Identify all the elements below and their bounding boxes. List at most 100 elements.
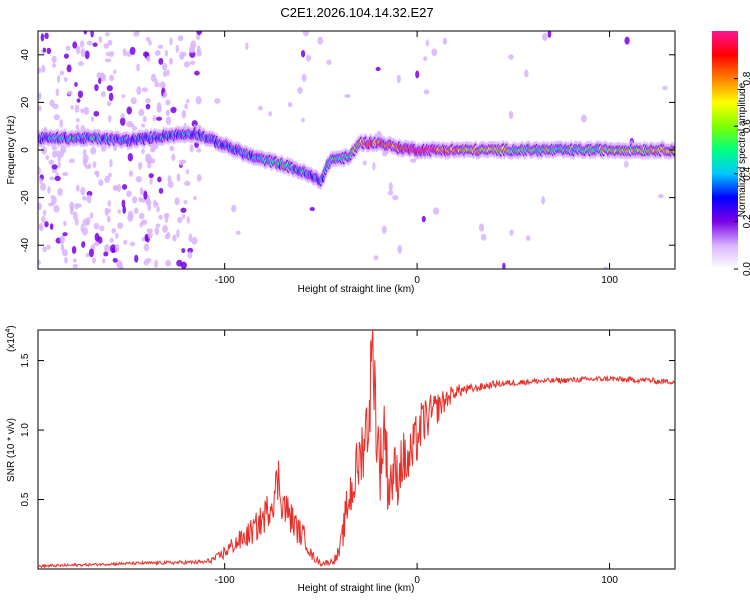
spectrogram-noise-cell <box>80 48 86 58</box>
spectrogram-noise-cell <box>74 202 79 210</box>
spectrogram-noise-cell <box>93 241 100 247</box>
spectrogram-noise-cell <box>72 258 77 263</box>
colorbar-label: Normalized spectral amplitude <box>737 82 748 217</box>
spectrogram-noise-cell <box>154 202 159 207</box>
spectrogram-noise-cell <box>423 56 428 62</box>
colorbar-ticks: 0.0 0.2 0.4 0.6 0.8 <box>734 71 750 276</box>
spectrogram-noise-cell <box>67 90 73 96</box>
spectrogram-noise-cell <box>373 255 379 261</box>
spectrogram-noise-cell <box>305 54 312 62</box>
spectrogram-noise-cell <box>156 205 160 213</box>
spectrogram-noise-cell <box>171 153 176 162</box>
spectrogram-noise-cell <box>180 207 187 213</box>
spectrogram-noise-cell <box>146 231 153 239</box>
spectrogram-noise-cell <box>143 243 150 252</box>
spectrogram-noise-cell <box>165 116 172 126</box>
spectrogram-noise-cell <box>86 40 93 46</box>
spectrogram-noise-cell <box>142 115 147 123</box>
spectrogram-noise-cell <box>156 116 163 121</box>
spectrogram-noise-cell <box>623 160 629 168</box>
colorbar-tick-label: 0.4 <box>742 166 750 180</box>
spectrogram-noise-cell <box>141 123 146 128</box>
spectrogram-noise-cell <box>165 109 170 116</box>
spectrogram-noise-cell <box>480 233 487 241</box>
spectrogram-noise-cell <box>64 256 68 264</box>
spectrogram-noise-cell <box>61 248 68 257</box>
spectrogram-noise-cell <box>106 85 113 92</box>
spectrogram-noise-cell <box>72 263 78 269</box>
spectrogram-noise-cell <box>40 33 45 42</box>
spectrogram-noise-cell <box>245 42 249 50</box>
spectrogram-noise-cell <box>141 87 148 93</box>
spectrogram-noise-cell <box>169 145 175 152</box>
spectrogram-noise-cell <box>181 248 186 254</box>
snr-panel: -100 0 100 0.5 1.0 1.5 Height of straight li… <box>5 325 676 594</box>
spectrogram-panel: -100 0 100 -40 -20 0 20 40 Height of straight … <box>6 30 676 295</box>
spectrogram-noise-cell <box>136 63 140 72</box>
spectrogram-noise-cell <box>92 42 98 47</box>
spectrogram-noise-cell <box>423 89 430 95</box>
spectrogram-noise-cell <box>48 159 54 165</box>
spectrogram-noise-cell <box>74 104 80 113</box>
spectrogram-noise-cell <box>55 88 60 97</box>
spectrogram-noise-cell <box>155 223 161 228</box>
spectrogram-noise-cell <box>165 99 171 106</box>
spectrogram-noise-cell <box>52 103 59 110</box>
spectrogram-noise-cell <box>141 148 145 155</box>
spectrogram-noise-cell <box>92 257 97 264</box>
spectrogram-noise-cell <box>41 215 46 224</box>
spectrogram-noise-cell <box>309 207 315 212</box>
spectrogram-noise-cell <box>129 241 136 247</box>
spectrogram-noise-cell <box>301 73 307 82</box>
spectrogram-noise-cell <box>74 82 78 87</box>
spectrogram-noise-cell <box>181 109 187 119</box>
spectrogram-noise-cell <box>86 194 92 204</box>
spectrogram-noise-cell <box>57 153 62 163</box>
spectrogram-noise-cell <box>81 241 86 248</box>
spectrogram-noise-cell <box>174 197 180 206</box>
spectrogram-noise-cell <box>186 98 190 104</box>
spectrogram-noise-cell <box>93 110 100 117</box>
snr-series-line <box>37 329 675 570</box>
spectrogram-heatmap <box>38 31 675 269</box>
spectrogram-noise-cell <box>164 233 170 240</box>
snr-frame <box>37 329 676 570</box>
spectrogram-noise-cell <box>164 214 169 223</box>
spectrogram-noise-cell <box>117 222 124 229</box>
spectrogram-noise-cell <box>51 145 58 151</box>
spectrogram-noise-cell <box>168 57 173 62</box>
spectrogram-noise-cell <box>362 160 367 166</box>
spectrogram-noise-cell <box>117 209 121 214</box>
spectrogram-noise-cell <box>139 187 144 196</box>
spectrogram-noise-cell <box>196 31 203 36</box>
y-tick-label: 20 <box>20 96 31 108</box>
spectrogram-noise-cell <box>158 214 163 220</box>
spectrogram-noise-cell <box>107 39 113 46</box>
spectrogram-noise-cell <box>39 177 43 185</box>
spectrogram-noise-cell <box>139 221 143 228</box>
spectrogram-noise-cell <box>98 36 103 43</box>
spectrogram-noise-cell <box>509 229 514 236</box>
spectrogram-noise-cell <box>79 40 85 48</box>
spectrogram-noise-cell <box>70 105 74 110</box>
spectrogram-noise-cell <box>98 77 102 85</box>
spectrogram-noise-cell <box>45 155 50 161</box>
spectrogram-noise-cell <box>103 43 110 49</box>
spectrogram-noise-cell <box>71 246 77 254</box>
spectrogram-noise-cell <box>388 182 393 191</box>
spectrogram-noise-cell <box>112 184 119 191</box>
spectrogram-noise-cell <box>96 72 102 79</box>
colorbar-tick-label: 0.6 <box>742 119 750 133</box>
spectrogram-noise-cell <box>117 183 122 193</box>
spectrogram-noise-cell <box>175 44 180 54</box>
spectrogram-noise-cell <box>54 175 61 182</box>
spectrogram-noise-cell <box>75 124 80 130</box>
spectrogram-noise-cell <box>154 82 161 88</box>
spectrogram-noise-cell <box>39 225 44 231</box>
spectrogram-noise-cell <box>172 234 177 242</box>
spectrogram-noise-cell <box>126 106 132 115</box>
spectrogram-noise-cell <box>38 260 41 265</box>
spectrogram-noise-cell <box>138 161 143 170</box>
spectrogram-noise-cell <box>48 202 55 207</box>
spectrogram-noise-cell <box>133 207 139 214</box>
